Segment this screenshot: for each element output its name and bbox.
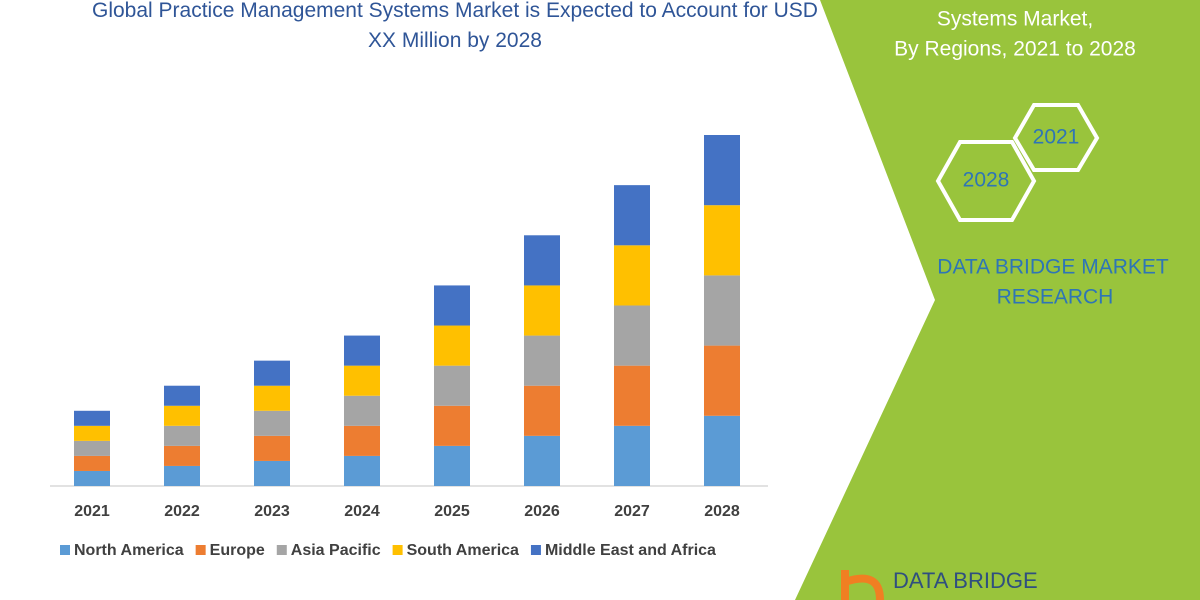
legend-label: Europe bbox=[210, 542, 265, 559]
bar-segment bbox=[704, 345, 740, 416]
legend-label: North America bbox=[74, 542, 184, 559]
bar-segment bbox=[74, 470, 110, 486]
bar-segment bbox=[254, 435, 290, 461]
x-tick-label: 2022 bbox=[164, 503, 200, 520]
side-panel bbox=[795, 0, 1200, 600]
bar-segment bbox=[254, 460, 290, 486]
bar-segment bbox=[74, 440, 110, 456]
bar-segment bbox=[434, 285, 470, 326]
bar-segment bbox=[614, 245, 650, 306]
bar-segment bbox=[524, 385, 560, 436]
panel-subtitle: Systems Market, bbox=[937, 8, 1093, 31]
bar-segment bbox=[74, 455, 110, 471]
bar-segment bbox=[704, 275, 740, 346]
x-tick-label: 2021 bbox=[74, 503, 110, 520]
brand: RESEARCH bbox=[997, 286, 1114, 309]
bar-segment bbox=[524, 335, 560, 386]
bar-segment bbox=[254, 385, 290, 411]
bar-segment bbox=[704, 415, 740, 486]
bar-segment bbox=[344, 395, 380, 426]
x-tick-label: 2023 bbox=[254, 503, 290, 520]
bar-segment bbox=[344, 425, 380, 456]
bar-segment bbox=[614, 305, 650, 366]
bar-segment bbox=[524, 435, 560, 486]
hexagon bbox=[1012, 103, 1100, 172]
legend-swatch bbox=[195, 545, 206, 555]
bar-segment bbox=[704, 205, 740, 276]
bar-segment bbox=[164, 405, 200, 426]
bar-segment bbox=[344, 455, 380, 486]
legend-label: Middle East and Africa bbox=[545, 542, 716, 559]
bar-segment bbox=[164, 425, 200, 446]
x-tick-label: 2025 bbox=[434, 503, 470, 520]
hexagon-label: 2021 bbox=[1033, 126, 1080, 149]
bar-segment bbox=[614, 185, 650, 246]
legend-swatch bbox=[392, 545, 403, 555]
bar-segment bbox=[614, 425, 650, 486]
bar-segment bbox=[614, 365, 650, 426]
hexagon bbox=[935, 140, 1037, 222]
bar-segment bbox=[74, 410, 110, 426]
logo-icon bbox=[841, 570, 884, 600]
legend-label: Asia Pacific bbox=[291, 542, 381, 559]
bar-segment bbox=[74, 425, 110, 441]
legend-swatch bbox=[60, 545, 70, 555]
bar-segment bbox=[434, 445, 470, 486]
logo-text: DATA BRIDGE bbox=[893, 568, 1038, 593]
x-tick-label: 2024 bbox=[344, 503, 380, 520]
bar-segment bbox=[524, 285, 560, 336]
hexagon-label: 2028 bbox=[963, 169, 1010, 192]
bar-segment bbox=[164, 385, 200, 406]
legend-label: South America bbox=[407, 542, 519, 559]
bar-segment bbox=[704, 135, 740, 206]
bar-segment bbox=[434, 405, 470, 446]
bar-segment bbox=[164, 465, 200, 486]
panel-subtitle: By Regions, 2021 to 2028 bbox=[894, 38, 1136, 61]
x-tick-label: 2028 bbox=[704, 503, 740, 520]
brand: DATA BRIDGE MARKET bbox=[937, 256, 1169, 279]
x-tick-label: 2026 bbox=[524, 503, 560, 520]
bar-segment bbox=[254, 360, 290, 386]
legend-swatch bbox=[276, 545, 287, 555]
legend-swatch bbox=[530, 545, 541, 555]
bar-segment bbox=[344, 335, 380, 366]
bar-segment bbox=[434, 325, 470, 366]
bar-segment bbox=[524, 235, 560, 286]
x-tick-label: 2027 bbox=[614, 503, 650, 520]
bar-segment bbox=[254, 410, 290, 436]
bar-segment bbox=[434, 365, 470, 406]
bar-segment bbox=[164, 445, 200, 466]
chart-title: Global Practice Management Systems Marke… bbox=[92, 0, 818, 52]
bar-segment bbox=[344, 365, 380, 396]
